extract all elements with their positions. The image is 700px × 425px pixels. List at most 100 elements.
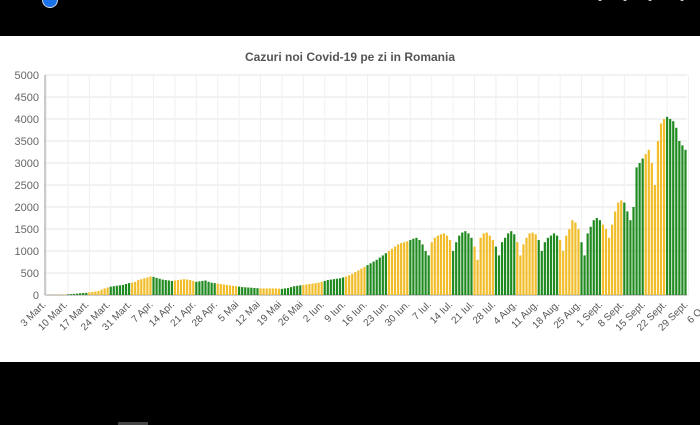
- bar: [662, 119, 666, 295]
- bar: [66, 294, 70, 295]
- bar: [332, 279, 336, 295]
- bar: [448, 240, 452, 295]
- bar: [656, 141, 660, 295]
- bar: [317, 282, 320, 295]
- bar: [170, 280, 173, 295]
- bar: [299, 285, 302, 295]
- bar: [241, 287, 244, 295]
- bar: [100, 289, 103, 295]
- bar: [311, 283, 314, 295]
- bar: [216, 283, 219, 295]
- bar: [565, 235, 568, 295]
- bar: [302, 284, 305, 295]
- bar: [103, 288, 106, 295]
- bar: [378, 257, 381, 295]
- y-tick-label: 1000: [15, 246, 39, 258]
- bar: [555, 235, 559, 295]
- bar: [482, 233, 485, 295]
- bar: [72, 293, 76, 295]
- bar: [137, 280, 140, 295]
- x-tick-label: 26 Mai: [276, 299, 305, 328]
- bar: [461, 232, 464, 295]
- bar: [445, 235, 449, 295]
- bar: [497, 255, 501, 295]
- bar: [85, 292, 88, 295]
- bar: [387, 251, 391, 295]
- bar: [293, 286, 296, 295]
- bar: [543, 242, 546, 295]
- bar: [372, 261, 375, 295]
- bar: [381, 255, 384, 295]
- bar: [112, 286, 115, 295]
- bar: [424, 251, 427, 295]
- bar: [124, 284, 128, 295]
- bar: [308, 284, 311, 295]
- bar: [210, 282, 213, 295]
- bar: [201, 280, 204, 295]
- bar: [464, 231, 467, 295]
- y-tick-label: 1500: [15, 224, 39, 236]
- bar: [106, 287, 109, 295]
- bar: [522, 244, 525, 295]
- bar: [149, 276, 152, 295]
- y-tick-label: 2000: [15, 202, 39, 214]
- x-tick-label: 14 Iul.: [428, 299, 455, 326]
- bar: [192, 280, 195, 295]
- y-tick-label: 2500: [15, 180, 39, 192]
- bar: [672, 121, 675, 295]
- bar: [500, 242, 504, 295]
- bar: [323, 280, 326, 295]
- bar-chart: 0 500 1000 1500 2000 2500 3000 3500 4000 4500 5000…: [15, 70, 700, 333]
- status-dot-icon: [680, 0, 684, 1]
- bar: [620, 200, 623, 295]
- bar: [583, 255, 586, 295]
- bar: [253, 287, 256, 295]
- status-dot-icon: [598, 0, 602, 1]
- bar: [678, 141, 681, 295]
- bar: [436, 235, 439, 295]
- bar: [360, 268, 363, 295]
- bar: [121, 284, 125, 295]
- bar: [329, 279, 332, 295]
- bar: [140, 279, 143, 295]
- bar: [222, 284, 225, 295]
- bar: [614, 211, 617, 295]
- bar: [204, 280, 207, 295]
- bar: [455, 242, 458, 295]
- bar: [167, 280, 170, 295]
- bar: [268, 288, 271, 295]
- bar: [195, 281, 198, 295]
- bar: [607, 237, 611, 295]
- bar: [592, 220, 595, 295]
- bar: [494, 246, 498, 295]
- bar: [403, 242, 406, 295]
- bar: [176, 280, 180, 295]
- bar: [629, 220, 632, 295]
- bar: [430, 242, 433, 295]
- bar: [244, 287, 247, 295]
- bar: [173, 280, 177, 295]
- bar: [164, 280, 167, 295]
- bar: [632, 207, 635, 295]
- app-notification-icon: [42, 0, 58, 8]
- bar: [552, 233, 556, 295]
- bar: [351, 273, 354, 295]
- bar: [549, 235, 553, 295]
- bar: [250, 287, 253, 295]
- bar: [127, 283, 131, 295]
- bar: [247, 287, 250, 295]
- home-indicator[interactable]: [118, 422, 148, 425]
- bar: [280, 288, 284, 295]
- bar: [97, 291, 100, 295]
- bar: [357, 270, 360, 295]
- bar: [189, 280, 192, 295]
- bar: [320, 281, 323, 295]
- bar: [219, 284, 222, 295]
- bar: [644, 154, 647, 295]
- x-tick-label: 6 Oct.: [685, 299, 700, 326]
- bar: [412, 238, 415, 295]
- bar: [617, 202, 620, 295]
- y-tick-label: 3000: [15, 158, 39, 170]
- bar: [289, 287, 293, 295]
- bar: [507, 233, 510, 295]
